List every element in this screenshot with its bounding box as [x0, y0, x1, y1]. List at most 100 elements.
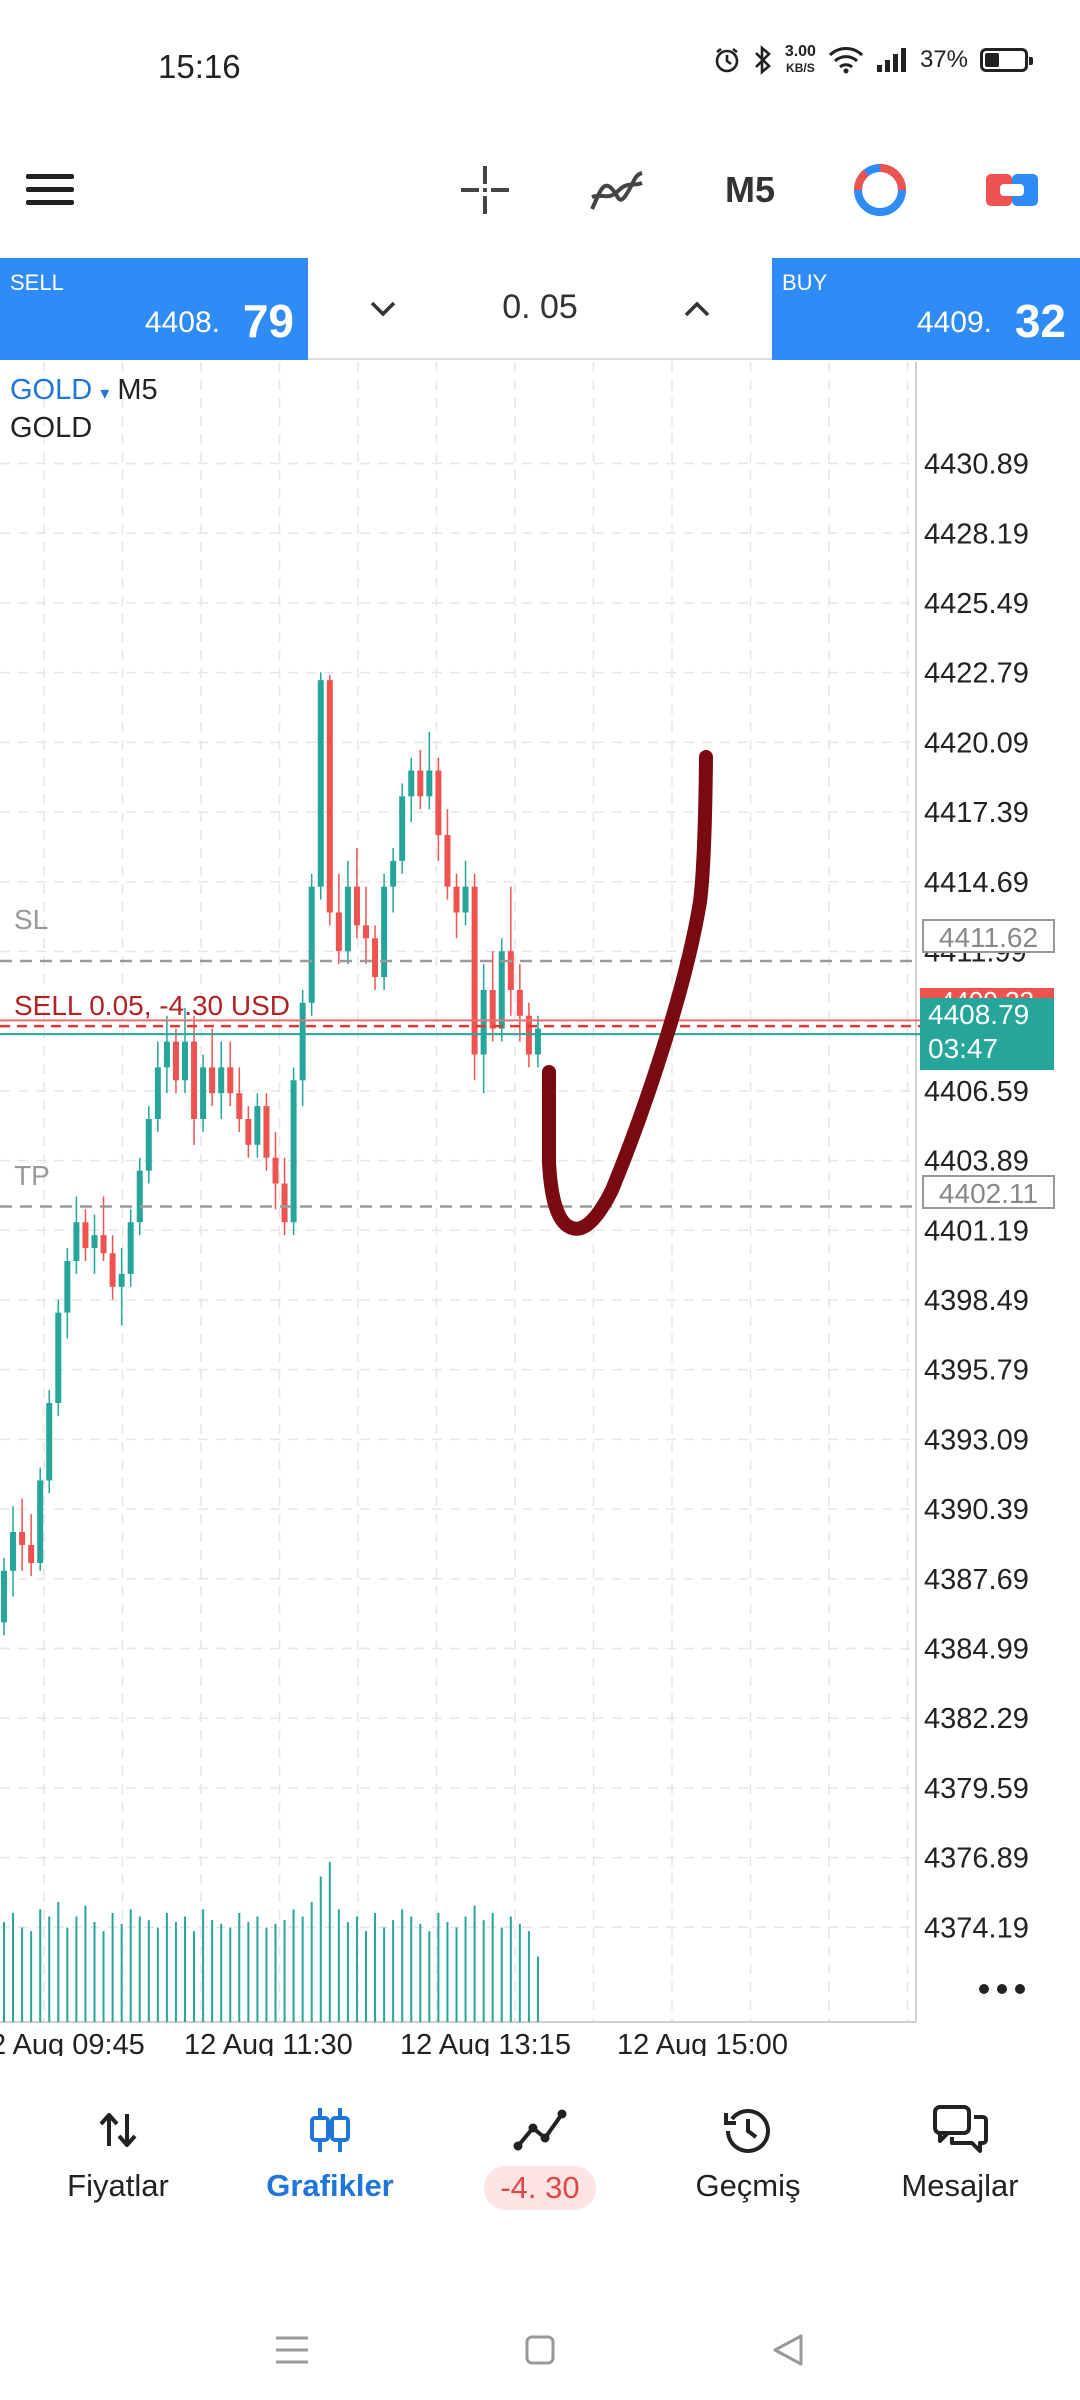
sell-button[interactable]: SELL 4408. 79 — [0, 258, 308, 360]
candle-body — [399, 796, 406, 861]
candle-body — [299, 1002, 306, 1081]
recents-button[interactable] — [270, 2328, 314, 2372]
volume-value[interactable]: 0. 05 — [502, 288, 578, 326]
candle-body — [218, 1067, 225, 1094]
candle-body — [191, 1041, 198, 1120]
nav-trade[interactable]: -4. 30 — [440, 2100, 640, 2210]
sell-label: SELL — [10, 270, 64, 295]
sell-price-pips: 79 — [242, 295, 294, 347]
candle-body — [172, 1041, 179, 1081]
tp-price-tag[interactable]: 4402.11 — [922, 1175, 1055, 1209]
candle-body — [381, 886, 388, 978]
candle-body — [209, 1067, 216, 1094]
price-chart[interactable]: 4430.89 4428.19 4425.49 4422.79 4420.09 4417.… — [0, 362, 1080, 2056]
candle-body — [290, 1080, 297, 1223]
buy-button[interactable]: BUY 4409. 32 — [772, 258, 1080, 360]
hand-drawn-checkmark — [542, 750, 713, 1236]
tp-label: TP — [14, 1160, 50, 1191]
back-button[interactable] — [766, 2328, 810, 2372]
battery-percent: 37% — [919, 46, 968, 73]
timeframe-button[interactable]: M5 — [710, 155, 790, 225]
nav-charts[interactable]: Grafikler — [230, 2100, 430, 2204]
crosshair-icon — [461, 166, 509, 214]
y-axis-tick-label: 4376.89 — [924, 1843, 1029, 1875]
y-axis-tick-label: 4428.19 — [924, 518, 1029, 550]
candle-body — [480, 989, 487, 1055]
y-axis-tick-label: 4403.89 — [924, 1146, 1029, 1178]
x-axis-tick-label: 12 Aug 15:00 — [617, 2029, 788, 2056]
bid-price-value: 4408.79 — [928, 999, 1030, 1030]
buy-price-prefix: 4409. — [916, 306, 992, 339]
timeframe-label: M5 — [724, 169, 775, 210]
candle-body — [435, 770, 442, 836]
wifi-icon — [828, 47, 863, 74]
symbol-description: GOLD — [10, 412, 93, 444]
candle-body — [64, 1260, 71, 1313]
nav-charts-label: Grafikler — [266, 2168, 394, 2203]
status-bar: 15:16 3.00 KB/S 37% — [0, 0, 1080, 120]
candle-body — [55, 1312, 62, 1403]
volume-decrease-button[interactable] — [358, 284, 408, 334]
candle-body — [498, 951, 505, 1029]
candle-body — [145, 1119, 152, 1171]
history-icon — [724, 2109, 770, 2153]
candle-body — [37, 1480, 44, 1564]
arrows-updown-icon — [99, 2113, 137, 2147]
volume-increase-button[interactable] — [672, 284, 722, 334]
y-axis-tick-label: 4414.69 — [924, 867, 1029, 899]
y-axis-tick-label: 4417.39 — [924, 797, 1029, 829]
objects-button[interactable] — [848, 155, 912, 225]
nav-messages[interactable]: Mesajlar — [860, 2100, 1060, 2204]
candle-body — [344, 886, 351, 952]
candle-body — [525, 1015, 532, 1055]
more-icon — [979, 1984, 1025, 1994]
y-axis-tick-label: 4379.59 — [924, 1773, 1029, 1805]
candle-body — [272, 1157, 279, 1184]
candle-body — [372, 938, 379, 978]
crosshair-button[interactable] — [455, 155, 515, 225]
nav-quotes[interactable]: Fiyatlar — [18, 2100, 218, 2204]
candle-body — [109, 1253, 116, 1287]
candle-body — [200, 1067, 207, 1120]
trade-pl-value: -4. 30 — [484, 2166, 596, 2210]
indicators-button[interactable] — [585, 155, 649, 225]
candle-body — [236, 1093, 243, 1120]
y-axis-tick-label: 4420.09 — [924, 727, 1029, 759]
buy-price-pips: 32 — [1014, 295, 1066, 347]
chart-more-button[interactable] — [976, 1974, 1028, 2004]
symbol-timeframe: M5 — [117, 374, 158, 406]
sell-price-prefix: 4408. — [144, 306, 220, 339]
candle-body — [444, 835, 451, 887]
candle-body — [534, 1028, 541, 1055]
candle-body — [100, 1235, 107, 1254]
y-axis-tick-label: 4406.59 — [924, 1076, 1029, 1108]
position-label[interactable]: SELL 0.05, -4.30 USD — [14, 990, 291, 1021]
menu-button[interactable] — [20, 155, 80, 225]
chart-symbol[interactable]: GOLD ▾ M5 — [10, 374, 158, 407]
candle-body — [263, 1106, 270, 1158]
system-navigation-bar — [0, 2300, 1080, 2400]
y-axis-tick-label: 4398.49 — [924, 1285, 1029, 1317]
candle-body — [489, 989, 496, 1029]
x-axis-tick-label: 2 Aug 09:45 — [0, 2029, 145, 2056]
one-click-trade-button[interactable] — [980, 155, 1044, 225]
candle-body — [10, 1532, 17, 1571]
y-axis-tick-label: 4430.89 — [924, 449, 1029, 481]
chart-canvas[interactable]: 4430.89 4428.19 4425.49 4422.79 4420.09 4417.… — [0, 362, 1080, 2056]
sl-price-tag[interactable]: 4411.62 — [922, 919, 1055, 953]
candle-body — [471, 886, 478, 1055]
chevron-up-icon — [684, 301, 710, 317]
candle-body — [91, 1235, 98, 1249]
one-click-trading-panel: SELL 4408. 79 0. 05 BUY 4409. 32 — [0, 258, 1080, 360]
signal-icon — [876, 48, 906, 72]
status-icons: 3.00 KB/S 37% — [713, 44, 1033, 76]
home-icon — [525, 2335, 555, 2365]
y-axis-tick-label: 4401.19 — [924, 1215, 1029, 1247]
nav-messages-label: Mesajlar — [901, 2168, 1019, 2203]
chevron-down-icon — [370, 301, 396, 317]
y-axis-tick-label: 4374.19 — [924, 1912, 1029, 1944]
candle-body — [317, 680, 324, 887]
nav-history[interactable]: Geçmiş — [648, 2100, 848, 2204]
home-button[interactable] — [518, 2328, 562, 2372]
candle-body — [408, 770, 415, 797]
